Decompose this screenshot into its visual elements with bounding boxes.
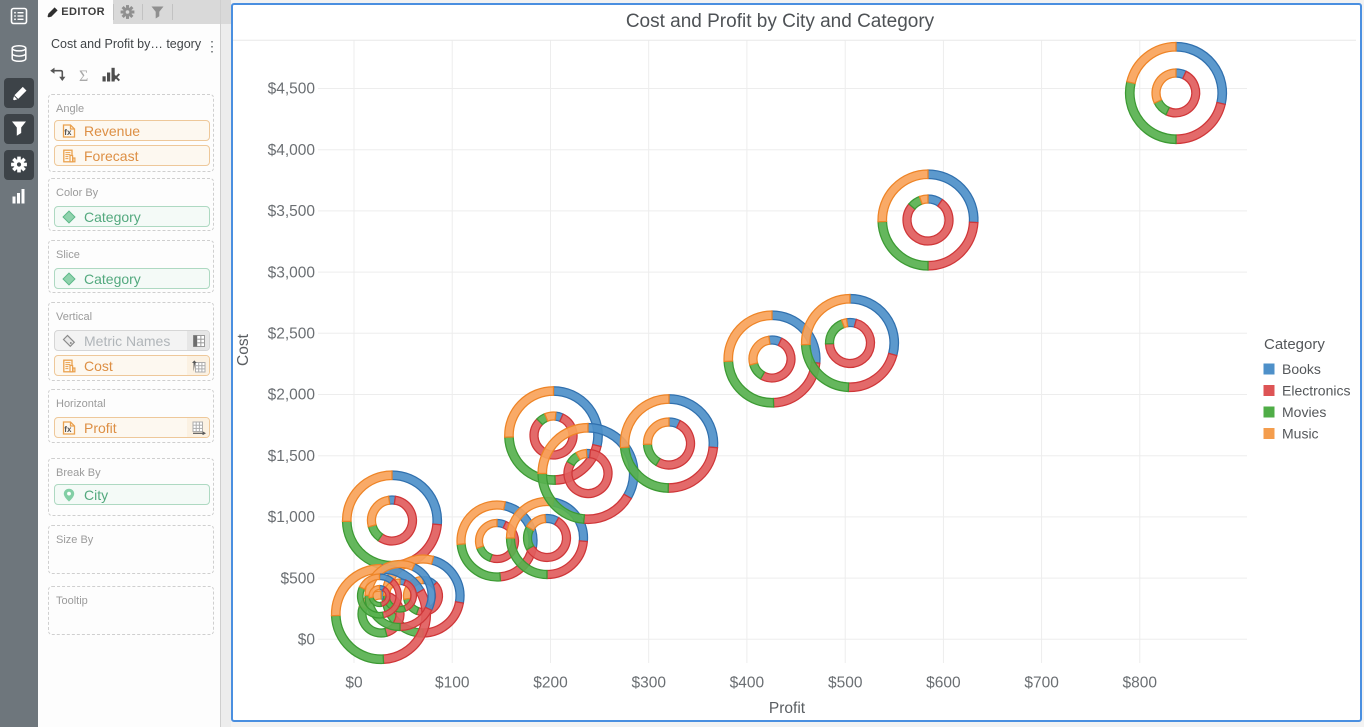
svg-text:fx: fx — [64, 425, 72, 434]
svg-text:$300: $300 — [631, 675, 666, 692]
svg-text:$100: $100 — [435, 675, 470, 692]
svg-text:Profit: Profit — [769, 700, 806, 716]
svg-text:$400: $400 — [730, 675, 765, 692]
svg-text:$2,000: $2,000 — [268, 387, 316, 404]
svg-text:$4,500: $4,500 — [268, 81, 316, 98]
svg-text:Cost: Cost — [235, 333, 252, 366]
svg-text:Books: Books — [1282, 361, 1321, 377]
svg-text:Music: Music — [1282, 425, 1319, 441]
svg-text:$600: $600 — [926, 675, 961, 692]
svg-text:$3,000: $3,000 — [268, 264, 316, 281]
svg-text:fx: fx — [64, 128, 72, 137]
svg-text:Movies: Movies — [1282, 404, 1326, 420]
svg-text:$500: $500 — [828, 675, 863, 692]
svg-text:Cost and Profit by City and Ca: Cost and Profit by City and Category — [626, 11, 935, 32]
svg-text:$1,000: $1,000 — [268, 509, 316, 526]
svg-text:$800: $800 — [1123, 675, 1158, 692]
svg-text:$700: $700 — [1024, 675, 1059, 692]
svg-text:$200: $200 — [533, 675, 568, 692]
svg-text:$3,500: $3,500 — [268, 203, 316, 220]
svg-text:Σ: Σ — [79, 68, 88, 85]
svg-text:Electronics: Electronics — [1282, 382, 1350, 398]
svg-text:$1,500: $1,500 — [268, 448, 316, 465]
svg-text:$500: $500 — [281, 570, 316, 587]
svg-text:$2,500: $2,500 — [268, 326, 316, 343]
svg-text:$4,000: $4,000 — [268, 142, 316, 159]
svg-text:$0: $0 — [298, 632, 316, 649]
svg-text:$0: $0 — [345, 675, 363, 692]
svg-text:Category: Category — [1264, 336, 1325, 353]
